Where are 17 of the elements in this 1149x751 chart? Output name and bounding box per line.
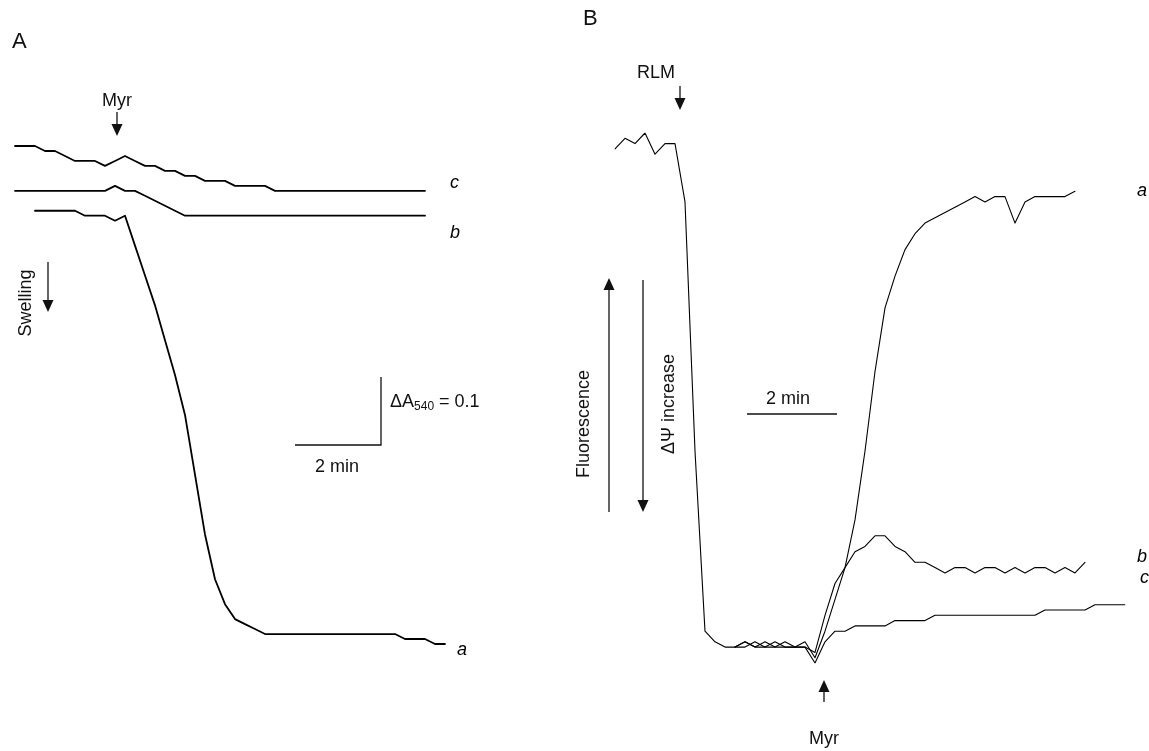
annotation: 2 min — [765, 388, 811, 408]
text: Myr — [809, 728, 839, 748]
series-label: c — [1140, 566, 1149, 587]
annotation: 2 min — [314, 456, 360, 476]
text: a — [1137, 180, 1148, 201]
chart-title: B — [583, 5, 598, 30]
annotation: ΔΨ increase — [658, 353, 678, 455]
text: RLM — [636, 62, 676, 82]
annotation: ΔA$_{540}$ = 0.1 — [390, 391, 480, 413]
text: Myr — [102, 90, 132, 110]
series-label: b — [450, 221, 461, 242]
text: b — [1137, 546, 1148, 567]
annotation: Swelling — [15, 269, 35, 337]
series-label: a — [457, 639, 468, 659]
series-label: c — [450, 171, 459, 192]
text: Fluorescence — [573, 369, 593, 479]
chart-title: A — [12, 28, 27, 53]
